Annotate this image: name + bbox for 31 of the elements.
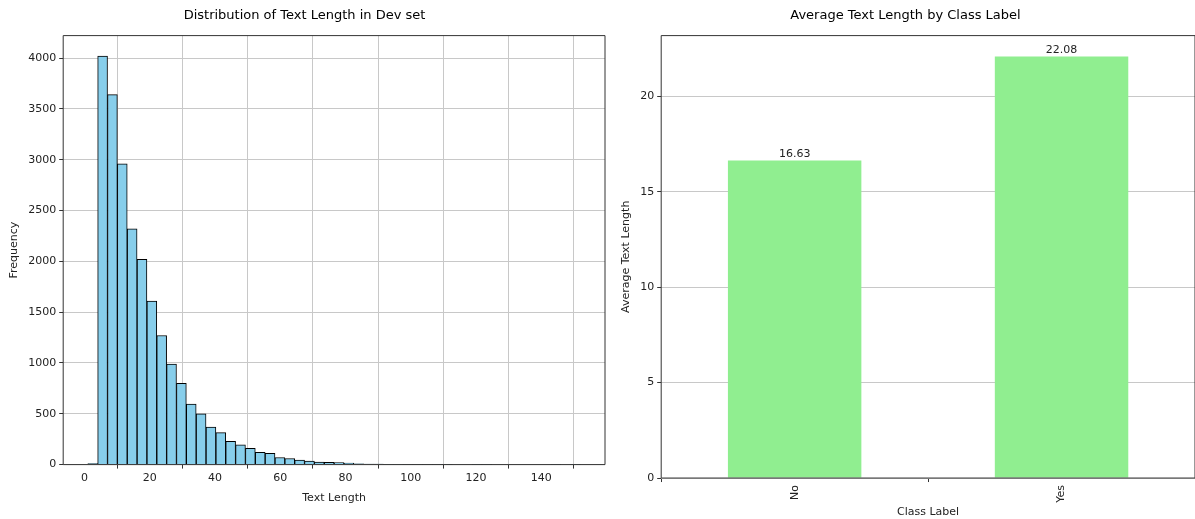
y-tick-label: 2000 bbox=[28, 254, 57, 268]
y-tick-label: 1000 bbox=[28, 355, 57, 369]
x-tick-label: 80 bbox=[338, 471, 353, 485]
y-tick-label: 15 bbox=[640, 184, 655, 198]
y-tick-label: 4000 bbox=[28, 50, 57, 64]
y-tick-label: 3500 bbox=[28, 101, 57, 115]
x-tick-label: 0 bbox=[81, 471, 89, 485]
x-tick-label: Yes bbox=[1054, 484, 1068, 504]
y-tick-label: 10 bbox=[640, 280, 655, 294]
chart-title: Average Text Length by Class Label bbox=[790, 7, 1021, 23]
x-axis-title: Text Length bbox=[301, 491, 366, 505]
x-tick-label: 140 bbox=[530, 471, 552, 485]
y-tick-label: 5 bbox=[647, 375, 655, 389]
chart-title: Distribution of Text Length in Dev set bbox=[183, 7, 426, 23]
data-label: 22.08 bbox=[1045, 42, 1078, 56]
data-label: 16.63 bbox=[778, 146, 811, 160]
y-axis-title: Average Text Length bbox=[619, 200, 633, 313]
y-tick-label: 0 bbox=[49, 457, 57, 471]
y-tick-label: 3000 bbox=[28, 152, 57, 166]
x-axis-title: Class Label bbox=[897, 505, 960, 519]
y-tick-label: 2500 bbox=[28, 203, 57, 217]
x-tick-label: No bbox=[787, 484, 801, 501]
x-tick-label: 20 bbox=[142, 471, 157, 485]
y-tick-label: 500 bbox=[35, 406, 57, 420]
y-axis-title: Frequency bbox=[7, 221, 21, 279]
y-tick-label: 20 bbox=[640, 89, 655, 103]
x-tick-label: 100 bbox=[400, 471, 422, 485]
x-tick-label: 60 bbox=[273, 471, 288, 485]
x-tick-label: 120 bbox=[465, 471, 487, 485]
y-tick-label: 1500 bbox=[28, 305, 57, 319]
x-tick-label: 40 bbox=[208, 471, 223, 485]
